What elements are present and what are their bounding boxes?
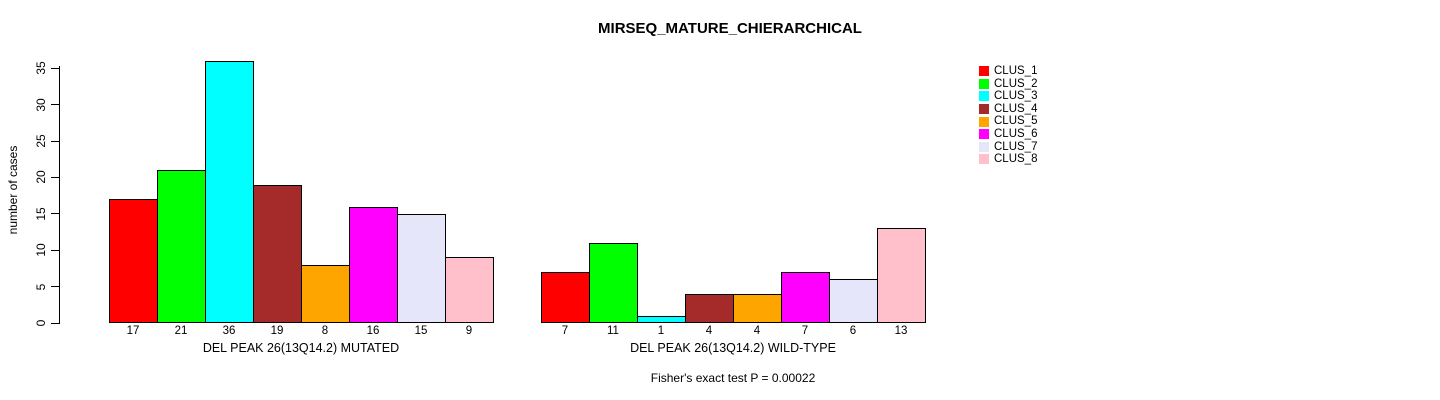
- bar-clus_5-group1: [301, 264, 350, 323]
- y-axis-label: number of cases: [6, 145, 20, 235]
- bar-clus_7-group2: [829, 279, 878, 323]
- bar-clus_5-group2: [733, 293, 782, 323]
- bar-value-label: 1: [657, 325, 665, 337]
- chart-title: MIRSEQ_MATURE_CHIERARCHICAL: [598, 20, 862, 37]
- bar-value-label: 15: [414, 325, 428, 337]
- legend-label: CLUS_3: [994, 90, 1038, 103]
- legend-item: CLUS_7: [979, 141, 1037, 154]
- legend-item: CLUS_2: [979, 78, 1037, 91]
- legend-label: CLUS_8: [994, 153, 1038, 166]
- bar-clus_2-group2: [589, 242, 638, 323]
- legend-label: CLUS_2: [994, 77, 1038, 90]
- group-label-wildtype: DEL PEAK 26(13Q14.2) WILD-TYPE: [630, 341, 836, 355]
- y-tick-label: 5: [34, 283, 48, 290]
- y-tick: [51, 213, 60, 215]
- legend-swatch-icon: [979, 129, 989, 140]
- y-tick-label: 0: [34, 319, 48, 327]
- y-axis: [59, 66, 60, 323]
- bar-clus_3-group1: [205, 60, 254, 323]
- bar-value-label: 21: [174, 325, 188, 337]
- legend-swatch-icon: [979, 104, 989, 115]
- y-tick: [51, 67, 60, 69]
- legend-swatch-icon: [979, 141, 989, 152]
- y-tick-label: 20: [34, 170, 48, 185]
- y-tick: [51, 140, 60, 142]
- bar-clus_7-group1: [397, 213, 446, 323]
- y-tick-label: 15: [34, 207, 48, 221]
- y-tick-label: 30: [34, 97, 48, 112]
- bar-value-label: 8: [321, 325, 329, 337]
- y-tick: [51, 176, 60, 178]
- bar-value-label: 4: [753, 325, 761, 337]
- bar-clus_8-group1: [445, 257, 494, 323]
- bar-value-label: 6: [849, 325, 857, 337]
- bar-clus_1-group2: [541, 272, 590, 323]
- legend-swatch-icon: [979, 91, 989, 102]
- bar-value-label: 36: [222, 325, 236, 337]
- bar-clus_6-group2: [781, 272, 830, 323]
- bar-clus_6-group1: [349, 206, 398, 323]
- bar-value-label: 7: [561, 325, 569, 337]
- y-tick-label: 35: [34, 61, 48, 75]
- y-tick-label: 25: [34, 134, 48, 148]
- legend-item: CLUS_8: [979, 153, 1037, 166]
- legend-swatch-icon: [979, 154, 989, 165]
- bar-value-label: 7: [801, 325, 809, 337]
- bar-value-label: 17: [126, 325, 140, 337]
- bar-clus_2-group1: [157, 170, 206, 323]
- legend-label: CLUS_7: [994, 140, 1038, 153]
- bar-value-label: 11: [607, 325, 619, 337]
- y-tick: [51, 286, 60, 288]
- legend: CLUS_1 CLUS_2 CLUS_3 CLUS_4 CLUS_5 CLUS_6 CLUS…: [979, 65, 1037, 166]
- bar-value-label: 13: [894, 325, 908, 337]
- legend-item: CLUS_4: [979, 103, 1037, 116]
- y-tick: [51, 322, 60, 324]
- legend-label: CLUS_4: [994, 102, 1038, 115]
- legend-item: CLUS_5: [979, 115, 1037, 128]
- y-tick-label: 10: [34, 243, 48, 257]
- y-tick: [51, 104, 60, 106]
- bar-clus_8-group2: [877, 228, 926, 323]
- legend-label: CLUS_6: [994, 127, 1038, 140]
- legend-swatch-icon: [979, 66, 989, 77]
- bar-clus_1-group1: [109, 199, 158, 323]
- legend-item: CLUS_1: [979, 65, 1037, 78]
- bar-value-label: 9: [465, 325, 473, 337]
- legend-swatch-icon: [979, 116, 989, 127]
- bar-value-label: 4: [705, 325, 713, 337]
- bar-value-label: 19: [270, 325, 284, 337]
- legend-label: CLUS_5: [994, 115, 1038, 128]
- legend-item: CLUS_6: [979, 128, 1037, 141]
- legend-label: CLUS_1: [994, 65, 1038, 77]
- bar-clus_4-group2: [685, 293, 734, 323]
- bar-value-label: 16: [366, 325, 380, 337]
- bar-clus_3-group2: [637, 315, 686, 323]
- legend-swatch-icon: [979, 78, 989, 89]
- annotation-text: Fisher's exact test P = 0.00022: [650, 371, 816, 385]
- bar-clus_4-group1: [253, 184, 302, 323]
- y-tick: [51, 249, 60, 251]
- legend-item: CLUS_3: [979, 90, 1037, 103]
- group-label-mutated: DEL PEAK 26(13Q14.2) MUTATED: [202, 341, 400, 355]
